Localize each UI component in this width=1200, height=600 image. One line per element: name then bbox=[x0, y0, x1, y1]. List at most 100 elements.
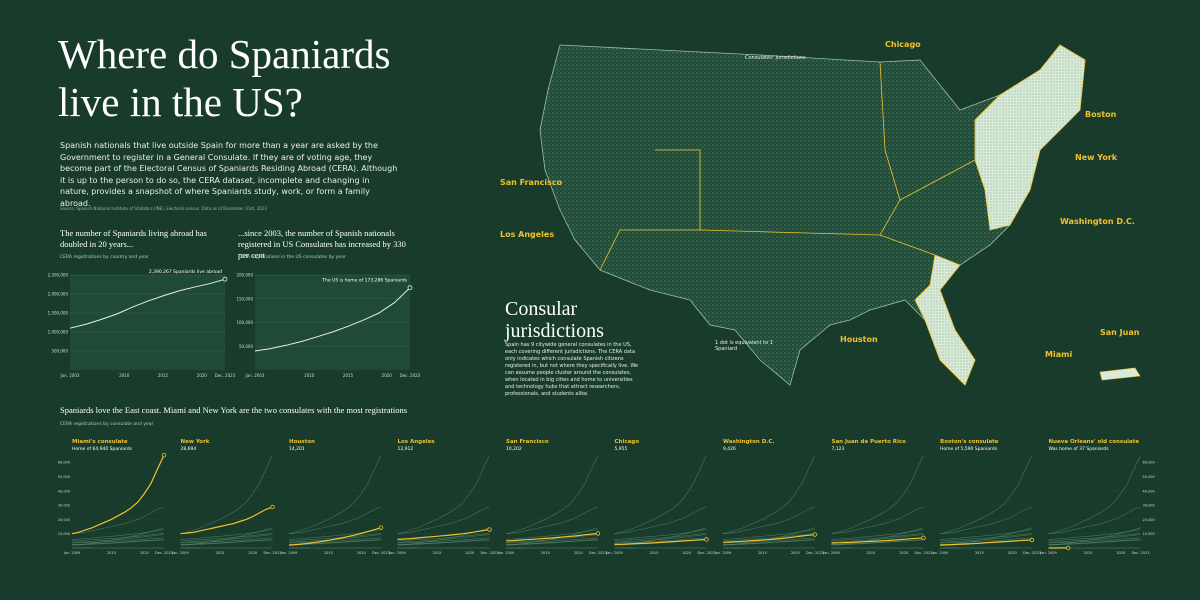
chart-subtitle: CERA registrations by country and year bbox=[60, 255, 149, 260]
x-tick-label: 2015 bbox=[324, 551, 333, 555]
context-line bbox=[71, 539, 165, 546]
x-tick-label: Jan. 2009 bbox=[1039, 551, 1057, 555]
context-line bbox=[1048, 537, 1141, 544]
chart-title: ...since 2003, the number of Spanish nat… bbox=[238, 228, 406, 260]
panel-title: San Francisco bbox=[506, 439, 549, 445]
highlight-line bbox=[71, 454, 165, 535]
context-line bbox=[71, 539, 165, 545]
end-point bbox=[595, 531, 601, 536]
y-tick-label: 10,000 bbox=[58, 532, 70, 536]
x-tick-label: 2015 bbox=[343, 373, 354, 378]
y-tick-label: 500,000 bbox=[51, 349, 68, 354]
context-line bbox=[288, 539, 382, 546]
x-tick-label: 2015 bbox=[107, 551, 116, 555]
highlight-line bbox=[722, 533, 816, 543]
x-tick-label: Jan. 2009 bbox=[714, 551, 732, 555]
map-label: San Francisco bbox=[500, 178, 563, 187]
y-tick-label: 10,000 bbox=[1143, 532, 1155, 536]
context-line bbox=[1048, 454, 1141, 534]
x-tick-label: 2020 bbox=[248, 551, 257, 555]
x-tick-label: Dec. 2023 bbox=[155, 551, 173, 555]
x-tick-label: 2020 bbox=[791, 551, 800, 555]
context-line bbox=[722, 454, 816, 534]
panel-title: Houston bbox=[289, 439, 315, 445]
x-tick-label: 2010 bbox=[304, 373, 315, 378]
y-tick-label: 150,000 bbox=[236, 296, 253, 301]
title: Where do Spaniards live in the US? bbox=[58, 31, 391, 125]
end-point bbox=[407, 285, 413, 291]
panel-title: Los Angeles bbox=[398, 439, 436, 445]
context-line bbox=[831, 533, 924, 542]
panel-title: Miami's consulate bbox=[72, 439, 128, 445]
x-tick-label: 2015 bbox=[866, 551, 875, 555]
context-line bbox=[722, 533, 816, 542]
x-tick-label: Dec. 2023 bbox=[1023, 551, 1041, 555]
x-tick-label: Dec. 2023 bbox=[400, 373, 421, 378]
jurisdiction-border bbox=[899, 159, 976, 201]
context-line bbox=[722, 537, 816, 544]
context-line bbox=[831, 534, 924, 543]
y-tick-label: 50,000 bbox=[58, 475, 70, 479]
context-line bbox=[1048, 534, 1141, 543]
context-line bbox=[397, 539, 490, 546]
x-tick-label: Jan. 2003 bbox=[60, 373, 80, 378]
context-line bbox=[505, 506, 599, 534]
context-line bbox=[831, 529, 924, 540]
panel-title: San Juan de Puerto Rico bbox=[832, 439, 907, 445]
x-tick-label: Jan. 2009 bbox=[388, 551, 406, 555]
map-label: Chicago bbox=[885, 40, 921, 49]
x-tick-label: Jan. 2003 bbox=[245, 373, 265, 378]
section-title: Consular jurisdictions bbox=[505, 298, 604, 342]
y-tick-label: 100,000 bbox=[236, 320, 253, 325]
panel-label: 9,426 bbox=[723, 446, 736, 452]
context-line bbox=[397, 533, 490, 542]
map-label: Washington D.C. bbox=[1060, 217, 1135, 226]
context-line bbox=[722, 529, 816, 540]
plot-area bbox=[70, 275, 225, 370]
context-line bbox=[71, 506, 165, 534]
context-line bbox=[614, 534, 707, 543]
context-line bbox=[1048, 539, 1141, 545]
x-tick-label: Dec. 2023 bbox=[481, 551, 499, 555]
end-point bbox=[378, 525, 384, 530]
context-line bbox=[180, 454, 273, 534]
x-tick-label: 2015 bbox=[432, 551, 441, 555]
y-tick-label: 30,000 bbox=[1143, 504, 1155, 508]
y-tick-label: 2,000,000 bbox=[48, 292, 69, 297]
end-point bbox=[270, 504, 275, 510]
y-tick-label: 1,000,000 bbox=[48, 330, 69, 335]
highlight-line bbox=[180, 506, 273, 535]
x-tick-label: 2020 bbox=[1008, 551, 1017, 555]
context-line bbox=[831, 454, 924, 534]
context-line bbox=[722, 539, 816, 546]
context-line bbox=[722, 539, 816, 545]
panel-label: 10,202 bbox=[506, 446, 522, 452]
context-line bbox=[722, 506, 816, 534]
dot-note: 1 dot is equivalent to 1 Spaniard bbox=[715, 340, 773, 352]
x-tick-label: 2015 bbox=[975, 551, 984, 555]
y-tick-label: 20,000 bbox=[58, 518, 70, 522]
x-tick-label: 2015 bbox=[1083, 551, 1092, 555]
context-line bbox=[505, 454, 599, 534]
highlight-line bbox=[397, 528, 490, 540]
context-line bbox=[180, 537, 273, 544]
map-label: Boston bbox=[1085, 110, 1117, 119]
end-point bbox=[1029, 537, 1035, 543]
y-tick-label: 1,500,000 bbox=[48, 311, 69, 316]
context-line bbox=[505, 529, 599, 540]
context-line bbox=[397, 534, 490, 543]
x-tick-label: 2020 bbox=[465, 551, 474, 555]
x-tick-label: 2010 bbox=[119, 373, 130, 378]
context-line bbox=[505, 539, 599, 546]
context-line bbox=[71, 534, 165, 543]
annotation: 2,390,267 Spaniards live abroad bbox=[149, 269, 222, 275]
us-map bbox=[539, 44, 1141, 386]
map-label: Los Angeles bbox=[500, 230, 555, 239]
y-tick-label: 30,000 bbox=[58, 504, 70, 508]
context-line bbox=[939, 454, 1033, 534]
x-tick-label: Jan. 2009 bbox=[171, 551, 189, 555]
context-line bbox=[397, 537, 490, 544]
context-line bbox=[939, 537, 1033, 544]
